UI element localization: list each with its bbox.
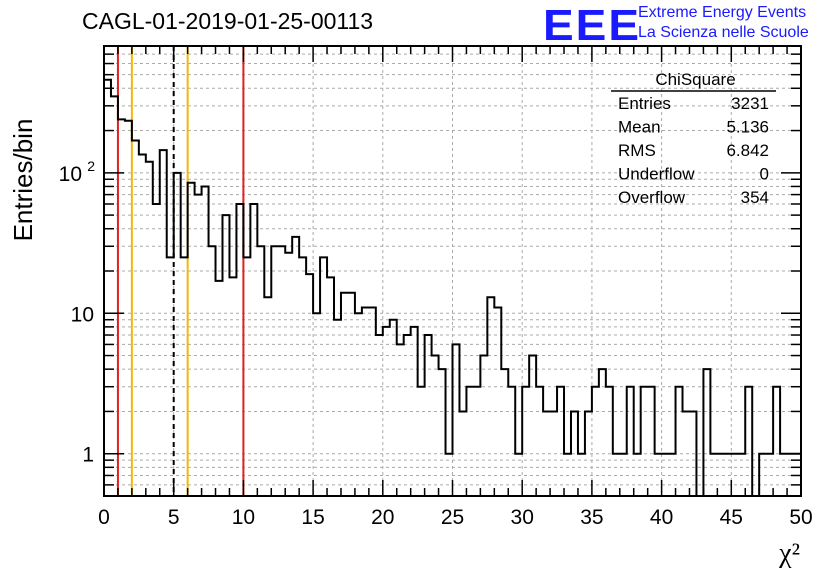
stats-value: 354 xyxy=(741,188,769,207)
stats-value: 3231 xyxy=(731,94,769,113)
y-tick-label: 10 xyxy=(59,163,82,186)
x-tick-label: 10 xyxy=(232,506,255,529)
y-axis-title: Entries/bin xyxy=(8,119,38,242)
y-tick-label-exponent: 2 xyxy=(87,158,95,174)
stats-value: 6.842 xyxy=(726,141,769,160)
stats-label: Underflow xyxy=(618,165,695,184)
chart-title: CAGL-01-2019-01-25-00113 xyxy=(82,8,374,34)
stats-title: ChiSquare xyxy=(655,70,735,89)
stats-value: 5.136 xyxy=(726,118,769,137)
x-tick-label: 35 xyxy=(580,506,603,529)
x-tick-label: 40 xyxy=(650,506,673,529)
logo-caption-line2: La Scienza nelle Scuole xyxy=(638,24,809,41)
x-tick-label: 30 xyxy=(511,506,534,529)
eee-logo: EEE xyxy=(543,0,642,50)
x-tick-label: 20 xyxy=(371,506,394,529)
stats-label: RMS xyxy=(618,141,656,160)
axis-ticks xyxy=(103,45,802,497)
stats-box: ChiSquare Entries 3231 Mean 5.136 RMS 6.842 Un… xyxy=(611,70,776,207)
stats-label: Entries xyxy=(618,94,671,113)
stats-label: Overflow xyxy=(618,188,686,207)
stats-label: Mean xyxy=(618,118,661,137)
x-tick-label: 15 xyxy=(301,506,324,529)
x-tick-label: 0 xyxy=(98,506,110,529)
y-tick-label: 1 xyxy=(82,444,94,467)
y-tick-label: 10 xyxy=(71,303,94,326)
histogram-step-line xyxy=(103,78,802,497)
x-tick-label: 25 xyxy=(441,506,464,529)
x-tick-label: 45 xyxy=(720,506,743,529)
x-axis-title: χ² xyxy=(778,538,800,569)
stats-value: 0 xyxy=(760,165,769,184)
x-tick-label: 50 xyxy=(789,506,812,529)
logo-caption-line1: Extreme Energy Events xyxy=(638,4,807,21)
x-tick-label: 5 xyxy=(168,506,180,529)
